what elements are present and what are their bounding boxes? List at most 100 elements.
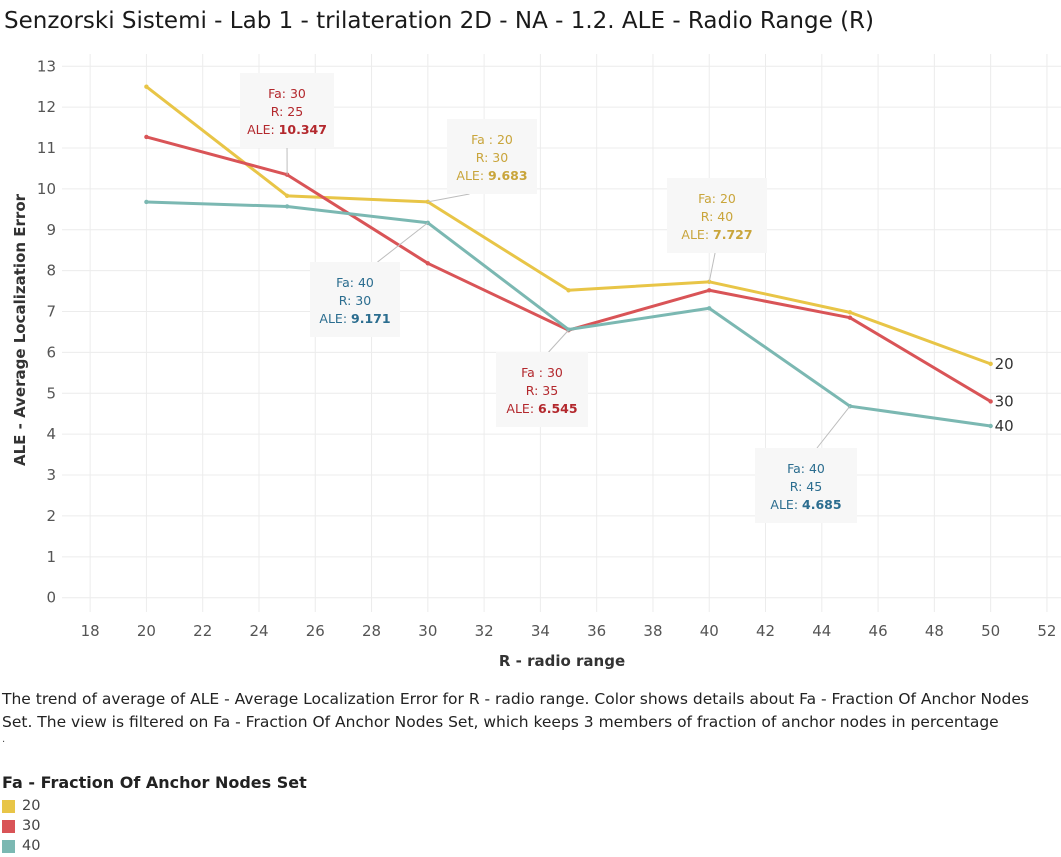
x-tick-label: 42: [756, 622, 775, 640]
series-end-label: 20: [995, 355, 1014, 373]
data-point[interactable]: [284, 193, 290, 199]
annotation-ale-value: 10.347: [279, 122, 327, 137]
annotation-r: R: 45: [790, 479, 822, 494]
annotation-leader: [708, 252, 716, 282]
y-tick-label: 2: [46, 507, 56, 525]
x-tick-label: 52: [1037, 622, 1056, 640]
y-tick-label: 3: [46, 466, 56, 484]
x-tick-label: 26: [306, 622, 325, 640]
annotation-box: [755, 448, 857, 523]
chart-description: The trend of average of ALE - Average Lo…: [2, 690, 1029, 731]
annotation-fa: Fa : 30: [521, 365, 563, 380]
data-point[interactable]: [847, 310, 853, 315]
y-tick-label: 10: [37, 180, 56, 198]
y-tick-label: 5: [46, 384, 56, 402]
annotation-ale-label: ALE:: [506, 401, 538, 416]
annotation-ale: ALE: 9.171: [319, 311, 390, 326]
annotation-box: [447, 119, 537, 194]
legend-label: 40: [22, 838, 41, 854]
data-point[interactable]: [988, 423, 993, 429]
y-tick-label: 11: [37, 139, 56, 157]
annotation-fa: Fa : 20: [471, 132, 513, 147]
description-tail: .: [2, 734, 6, 745]
y-tick-label: 0: [46, 589, 56, 607]
annotation-r: R: 25: [271, 104, 303, 119]
y-tick-label: 7: [46, 303, 56, 321]
data-point[interactable]: [144, 84, 149, 89]
legend-swatch-30: [2, 819, 15, 833]
annotation-ale-value: 9.683: [488, 168, 528, 183]
data-point[interactable]: [707, 306, 712, 311]
annotation-leader: [427, 193, 470, 203]
annotation-r: R: 30: [339, 293, 371, 308]
legend-label: 20: [22, 798, 41, 814]
legend-swatch-40: [2, 839, 15, 853]
annotation-ale-label: ALE:: [681, 227, 713, 242]
x-tick-label: 28: [362, 622, 381, 640]
legend-label: 30: [22, 818, 41, 834]
legend-item-30[interactable]: 30: [2, 816, 307, 836]
annotation-ale-value: 4.685: [802, 497, 842, 512]
grid-lines: [62, 54, 1061, 612]
legend-title: Fa - Fraction Of Anchor Nodes Set: [2, 773, 307, 792]
x-tick-label: 30: [418, 622, 437, 640]
x-tick-label: 24: [249, 622, 268, 640]
annotation-ale: ALE: 6.545: [506, 401, 577, 416]
legend-swatch-20: [2, 799, 15, 813]
x-axis-ticks: 18 20 22 24 26 28 30 32 34 36 38 40 42 44 46 48 50 52: [81, 622, 1057, 640]
annotations: Fa: 30 R: 25 ALE: 10.347 Fa : 20 R: 30 ALE: 9…: [240, 73, 857, 523]
y-axis-title: ALE - Average Localization Error: [11, 193, 29, 466]
x-tick-label: 36: [587, 622, 606, 640]
annotation-r: R: 30: [476, 150, 508, 165]
y-tick-label: 9: [46, 221, 56, 239]
annotation-ale: ALE: 7.727: [681, 227, 752, 242]
x-tick-label: 22: [193, 622, 212, 640]
annotation-ale: ALE: 9.683: [456, 168, 527, 183]
annotation-box: [496, 352, 588, 427]
annotation-ale-value: 6.545: [538, 401, 578, 416]
legend-item-20[interactable]: 20: [2, 796, 307, 816]
data-point[interactable]: [707, 288, 712, 293]
x-tick-label: 38: [643, 622, 662, 640]
data-point[interactable]: [144, 199, 149, 205]
x-tick-label: 48: [925, 622, 944, 640]
data-point[interactable]: [144, 134, 149, 140]
annotation-leader: [548, 329, 569, 353]
data-point[interactable]: [847, 315, 853, 320]
y-tick-label: 13: [37, 57, 56, 75]
legend-item-40[interactable]: 40: [2, 836, 307, 856]
annotation-ale-label: ALE:: [456, 168, 488, 183]
x-tick-label: 46: [869, 622, 888, 640]
data-point[interactable]: [988, 361, 993, 367]
annotation-fa: Fa: 20: [698, 191, 736, 206]
y-tick-label: 1: [46, 548, 56, 566]
annotation-fa: Fa: 40: [787, 461, 825, 476]
y-tick-label: 6: [46, 343, 56, 361]
data-point[interactable]: [284, 204, 290, 209]
annotation-fa: Fa: 40: [336, 275, 374, 290]
data-point[interactable]: [988, 399, 993, 404]
annotation-leader: [816, 405, 851, 449]
annotation-ale-value: 7.727: [713, 227, 753, 242]
annotation-box: [667, 178, 767, 253]
annotation-ale-label: ALE:: [319, 311, 351, 326]
y-tick-label: 4: [46, 425, 56, 443]
chart-title: Senzorski Sistemi - Lab 1 - trilateratio…: [4, 8, 875, 34]
data-point[interactable]: [566, 288, 571, 293]
annotation-box: [310, 262, 400, 337]
annotation-leader: [377, 222, 429, 263]
x-tick-label: 18: [81, 622, 100, 640]
x-tick-label: 40: [700, 622, 719, 640]
annotation-ale-label: ALE:: [770, 497, 802, 512]
series-end-label: 40: [995, 417, 1014, 435]
x-axis-title: R - radio range: [499, 652, 625, 670]
data-point[interactable]: [425, 261, 431, 266]
y-tick-label: 12: [37, 98, 56, 116]
annotation-ale: ALE: 10.347: [247, 122, 327, 137]
data-point[interactable]: [566, 327, 571, 332]
x-tick-label: 50: [981, 622, 1000, 640]
y-tick-label: 8: [46, 262, 56, 280]
annotation-ale-value: 9.171: [351, 311, 391, 326]
x-tick-label: 34: [531, 622, 550, 640]
